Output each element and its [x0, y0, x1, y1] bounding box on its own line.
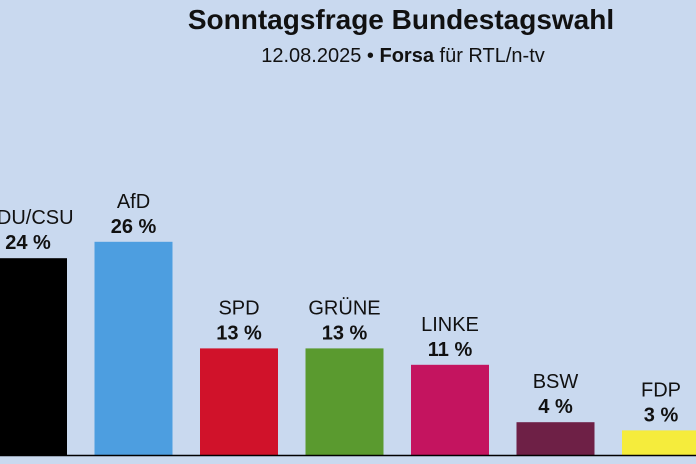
- subtitle-source: Forsa: [379, 45, 434, 67]
- category-label-linke: LINKE: [421, 314, 479, 336]
- value-label-spd: 13 %: [216, 322, 262, 344]
- subtitle-separator: •: [366, 45, 374, 67]
- value-label-fdp: 3 %: [644, 404, 679, 426]
- value-label-linke: 11 %: [428, 339, 473, 361]
- category-label-bsw: BSW: [533, 371, 579, 393]
- value-label-bsw: 4 %: [538, 396, 573, 418]
- category-label-cdu-csu: CDU/CSU: [0, 207, 74, 229]
- value-label-gr-ne: 13 %: [322, 322, 368, 344]
- chart-subtitle: 12.08.2025 • Forsa für RTL/n-tv: [0, 45, 696, 68]
- category-label-gr-ne: GRÜNE: [308, 297, 380, 319]
- bar-linke: [411, 364, 489, 455]
- bar-afd: [94, 241, 173, 455]
- bar-gr-ne: [305, 348, 384, 455]
- category-label-afd: AfD: [117, 191, 150, 213]
- value-label-cdu-csu: 24 %: [5, 232, 51, 254]
- value-label-afd: 26 %: [111, 216, 157, 238]
- bar-cdu-csu: [0, 258, 67, 455]
- category-label-fdp: FDP: [641, 379, 681, 401]
- chart-title: Sonntagsfrage Bundestagswahl: [187, 4, 615, 35]
- subtitle-date: 12.08.2025: [261, 45, 362, 67]
- bar-fdp: [622, 430, 696, 455]
- bar-spd: [200, 348, 278, 455]
- subtitle-client: für RTL/n-tv: [439, 45, 545, 67]
- bar-bsw: [516, 422, 595, 455]
- category-label-spd: SPD: [218, 297, 259, 319]
